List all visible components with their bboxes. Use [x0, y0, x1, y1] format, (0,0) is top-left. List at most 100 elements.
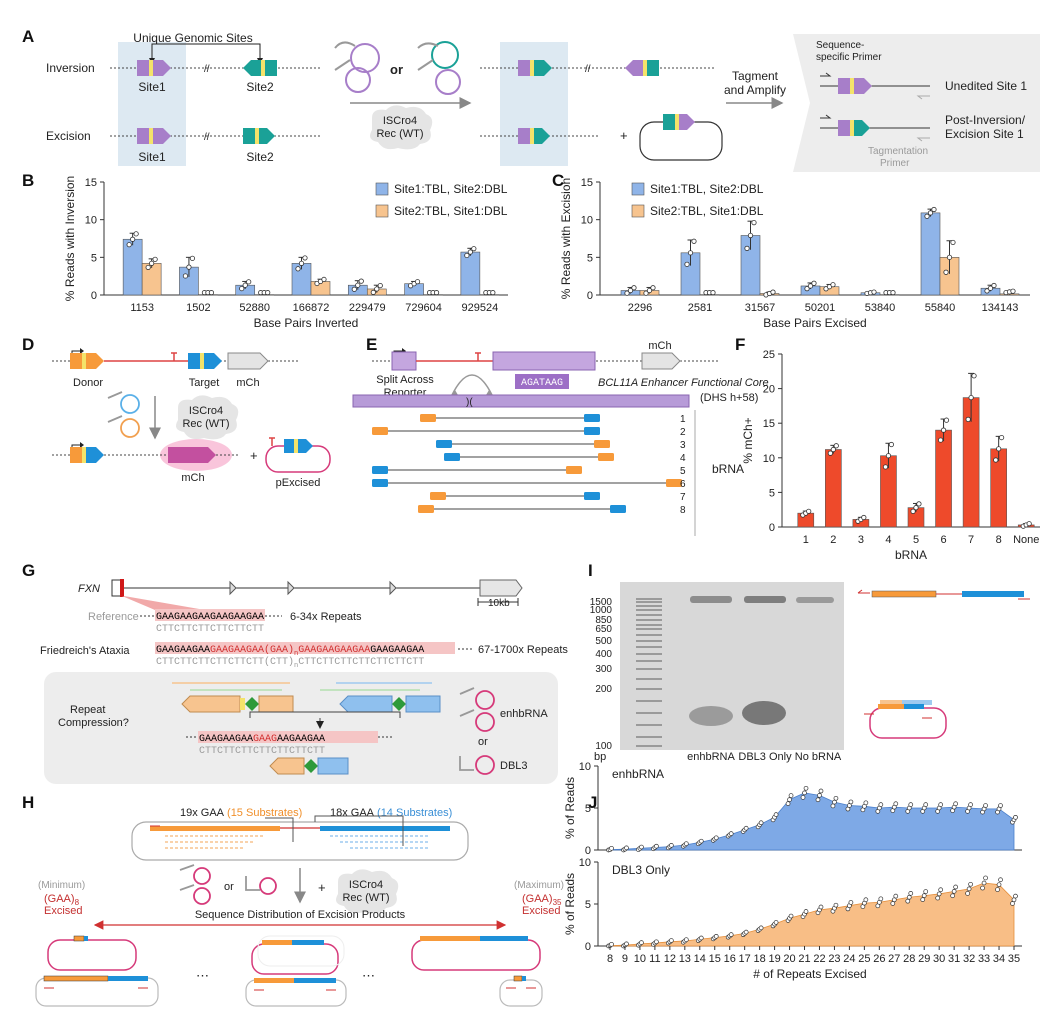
readout-panel [793, 34, 1040, 172]
site2-excision [243, 128, 275, 144]
brna-row-label: 5 [680, 466, 686, 477]
replicate-point [683, 841, 689, 847]
brna-row-label: 3 [680, 440, 686, 451]
replicate-point [189, 255, 196, 261]
brna-row-label: 6 [680, 479, 686, 490]
replicate-point [302, 255, 308, 261]
replicate-point [650, 285, 656, 291]
question-label-2: Compression? [58, 717, 129, 729]
site2-label-2: Site2 [246, 150, 274, 164]
replicate-point [863, 800, 869, 806]
ladder-band [636, 653, 662, 655]
replicate-point [830, 446, 836, 453]
ref-seq: GAAGAAGAAGAAGAAGAA [156, 612, 264, 623]
replicate-point [743, 929, 749, 935]
y-tick-label: 25 [763, 349, 775, 361]
replicate-point [923, 802, 929, 807]
replicate-point [848, 799, 854, 805]
gaa-min: (GAA) [44, 893, 75, 905]
ladder-band [636, 646, 662, 648]
ladder-label: 100 [595, 741, 612, 752]
replicate-point [788, 793, 794, 798]
fa-repeats: 67-1700x Repeats [478, 644, 568, 656]
replicate-point [935, 895, 941, 901]
replicate-point [966, 886, 972, 892]
replicate-point [654, 843, 659, 849]
excised-max: Excised [522, 905, 561, 917]
fa-seq-c: GAAGAAGAAGAA [298, 645, 370, 656]
legend-swatch [631, 182, 645, 196]
site1-excision [137, 128, 171, 144]
replicate-point [968, 802, 973, 807]
enzyme-blob [370, 105, 433, 150]
x-tick-label: 11 [649, 953, 660, 965]
replicate-point [728, 932, 734, 938]
brna-arm [444, 453, 460, 461]
replicate-point [669, 938, 674, 943]
replicate-point [938, 437, 944, 443]
x-axis-label: Base Pairs Excised [763, 316, 866, 330]
scale-label: 10kb [488, 598, 510, 609]
ladder-label: 300 [595, 664, 612, 675]
h-enzyme: ISCro4 [349, 879, 383, 891]
dbl3-label: DBL3 [500, 760, 528, 772]
replicate-point [800, 795, 806, 800]
brna-arm [418, 505, 434, 513]
replicate-point [646, 287, 653, 294]
replicate-point [743, 825, 749, 831]
y-tick-label: 10 [581, 215, 593, 227]
replicate-point [833, 902, 839, 908]
gaa19-label: 19x GAA (15 Substrates) [180, 807, 302, 819]
y-tick-label: 10 [85, 215, 97, 227]
ladder-band [636, 660, 662, 662]
replicate-point [830, 803, 836, 809]
replicate-point [818, 904, 824, 910]
svg-text:CTTCTTCTTCTTCTTCTT(CTT)nCTTCTT: CTTCTTCTTCTTCTTCTT(CTT)nCTTCTTCTTCTTCTTC… [156, 656, 424, 670]
svg-text:GAAGAAGAAGAAGAAGAAGAA: GAAGAAGAAGAAGAAGAAGAA [199, 734, 325, 745]
panel-e: E mCh Split Across Reporter AGATAAG BCL1… [352, 335, 769, 536]
panel-a-letter: A [22, 27, 34, 46]
x-tick-label: 2296 [628, 302, 652, 314]
replicate-point [803, 909, 809, 914]
y-tick-label: 5 [585, 803, 591, 815]
replicate-point [916, 501, 922, 507]
replicate-point [351, 286, 357, 292]
brna-rows: 1 2 3 4 5 6 7 8 [372, 414, 686, 516]
x-tick-label: 9 [622, 953, 628, 965]
maximum-label: (Maximum) [514, 880, 564, 891]
area-series [609, 792, 1015, 851]
brna-arm [584, 414, 600, 422]
replicate-point [239, 285, 245, 292]
ladder-band [636, 678, 662, 680]
x-tick-label: 22 [813, 953, 825, 965]
replicate-point [687, 250, 694, 256]
site2-inversion [243, 60, 277, 76]
x-tick-label: 2 [830, 534, 836, 546]
ladder-label: 1500 [590, 597, 613, 608]
excised-min: Excised [44, 905, 83, 917]
replicate-point [1026, 521, 1032, 527]
replicate-point [920, 897, 926, 902]
x-axis-label: bRNA [895, 548, 927, 562]
svg-text://: // [204, 132, 210, 143]
x-tick-label: 4 [885, 534, 891, 546]
brna-glyph-teal [417, 41, 461, 95]
ladder-band [636, 614, 662, 616]
fa-comp-sub: n [294, 662, 298, 670]
replicate-point [803, 785, 809, 791]
target-label: Target [189, 377, 220, 389]
x-tick-label: 53840 [865, 302, 896, 314]
replicate-point [968, 881, 973, 887]
replicate-point [785, 801, 791, 806]
y-tick-label: 5 [585, 899, 591, 911]
seq-primer-label-2: specific Primer [816, 52, 882, 63]
replicate-point [882, 464, 889, 470]
replicate-point [609, 941, 614, 947]
x-tick-label: 729604 [405, 302, 442, 314]
mch-label-2: mCh [181, 472, 204, 484]
ladder-band [636, 700, 662, 702]
replicate-point [624, 290, 630, 296]
reference-label: Reference [88, 611, 139, 623]
svg-text:(GAA)35: (GAA)35 [522, 893, 562, 907]
